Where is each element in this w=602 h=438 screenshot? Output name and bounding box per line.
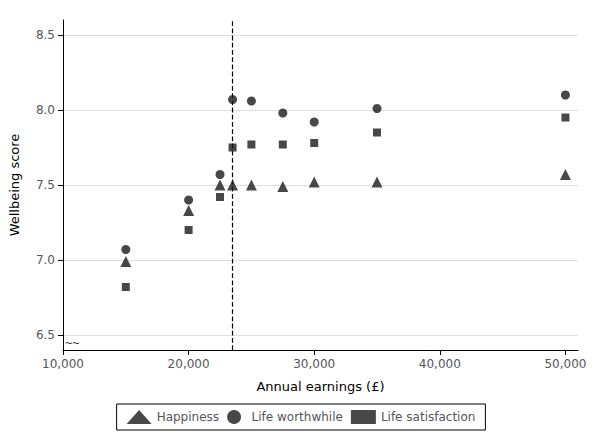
svg-text:8.5: 8.5 (36, 28, 55, 42)
svg-text:Life worthwhile: Life worthwhile (252, 410, 343, 424)
svg-text:30,000: 30,000 (293, 357, 335, 371)
svg-text:40,000: 40,000 (419, 357, 461, 371)
svg-text:20,000: 20,000 (168, 357, 210, 371)
svg-text:7.0: 7.0 (36, 253, 55, 267)
svg-text:7.5: 7.5 (36, 178, 55, 192)
svg-text:Annual earnings (£): Annual earnings (£) (256, 379, 384, 394)
svg-text:Wellbeing score: Wellbeing score (7, 134, 22, 237)
svg-text:10,000: 10,000 (42, 357, 84, 371)
svg-text:8.0: 8.0 (36, 103, 55, 117)
svg-text:Happiness: Happiness (157, 410, 219, 424)
svg-text:~~: ~~ (65, 336, 79, 350)
svg-text:Life satisfaction: Life satisfaction (381, 410, 476, 424)
svg-text:50,000: 50,000 (544, 357, 586, 371)
svg-text:6.5: 6.5 (36, 328, 55, 342)
